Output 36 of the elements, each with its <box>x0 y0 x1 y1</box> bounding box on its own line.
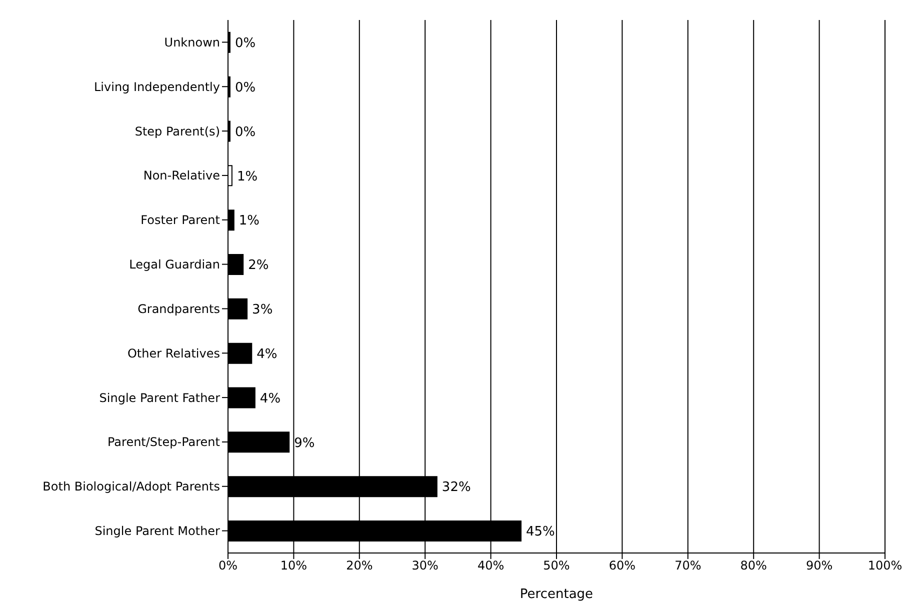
x-tick-label: 80% <box>740 558 767 573</box>
x-tick-label: 20% <box>346 558 373 573</box>
data-label: 2% <box>248 258 269 274</box>
y-tick-label: Grandparents <box>138 302 220 316</box>
y-tick-label: Step Parent(s) <box>134 124 220 138</box>
data-label: 0% <box>234 80 256 96</box>
x-tick-label: 60% <box>608 558 636 573</box>
y-tick-label: Non-Relative <box>143 168 220 183</box>
data-label: 9% <box>294 436 315 451</box>
x-tick-label: 30% <box>412 558 438 573</box>
y-tick-label: Other Relatives <box>127 346 220 360</box>
data-label: 32% <box>442 480 471 496</box>
x-tick-label: 100% <box>868 558 902 573</box>
data-label: 4% <box>256 346 278 362</box>
x-axis-title: Percentage <box>520 587 594 602</box>
x-tick-label: 0% <box>218 558 238 573</box>
y-tick-label: Unknown <box>164 35 220 50</box>
y-tick-label: Legal Guardian <box>129 258 220 272</box>
data-label: 1% <box>236 169 258 184</box>
y-tick-label: Living Independently <box>94 80 220 94</box>
data-label: 0% <box>234 124 256 140</box>
data-label: 45% <box>526 524 555 540</box>
data-label: 3% <box>252 302 273 318</box>
y-tick-label: Single Parent Father <box>99 390 220 405</box>
x-tick-label: 10% <box>280 558 308 573</box>
data-label: 4% <box>260 391 281 406</box>
data-label: 1% <box>238 214 260 229</box>
x-tick-label: 40% <box>477 558 504 573</box>
y-tick-label: Both Biological/Adopt Parents <box>42 480 220 494</box>
y-tick-label: Foster Parent <box>140 213 220 228</box>
x-tick-label: 70% <box>674 558 702 573</box>
y-tick-label: Parent/Step-Parent <box>107 435 220 450</box>
x-tick-label: 50% <box>543 558 570 573</box>
data-label: 0% <box>234 36 256 52</box>
x-tick-label: 90% <box>806 558 833 573</box>
y-tick-label: Single Parent Mother <box>94 524 220 538</box>
